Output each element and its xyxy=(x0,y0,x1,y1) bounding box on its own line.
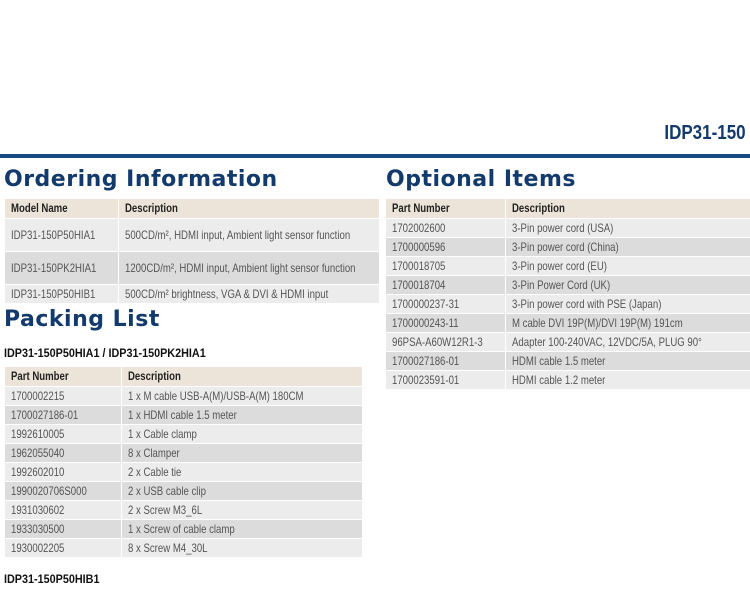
packing-subtitle-2: IDP31-150P50HIB1 xyxy=(4,572,100,586)
table-cell: 1700018705 xyxy=(386,256,507,275)
table-cell: 3-Pin power cord with PSE (Japan) xyxy=(505,294,750,313)
header-divider xyxy=(0,154,750,158)
table-cell: 1990020706S000 xyxy=(5,481,122,500)
table-cell: 1700000243-11 xyxy=(386,313,507,332)
optional-table: Part Number Description 1702002600 3-Pin po… xyxy=(386,199,750,390)
column-header: Part Number xyxy=(5,367,122,386)
table-cell: 3-Pin Power Cord (UK) xyxy=(505,275,750,294)
table-cell: 1 x HDMI cable 1.5 meter xyxy=(121,405,363,424)
table-cell: 1992610005 xyxy=(5,424,122,443)
packing-subtitle: IDP31-150P50HIA1 / IDP31-150PK2HIA1 xyxy=(4,346,206,360)
table-cell: 1700000237-31 xyxy=(386,294,507,313)
table-cell: 1700002215 xyxy=(5,386,122,405)
column-header: Description xyxy=(118,199,380,218)
table-cell: 1 x Screw of cable clamp xyxy=(121,519,363,538)
table-row: 1700000596 3-Pin power cord (China) xyxy=(386,237,750,256)
packing-heading: Packing List xyxy=(4,307,160,332)
table-row: 1962055040 8 x Clamper xyxy=(5,443,363,462)
table-cell: 8 x Screw M4_30L xyxy=(121,538,363,557)
table-header: Part Number Description xyxy=(5,367,363,386)
table-cell: 1700027186-01 xyxy=(386,351,507,370)
table-cell: HDMI cable 1.5 meter xyxy=(505,351,750,370)
table-cell: 1962055040 xyxy=(5,443,122,462)
table-cell: 2 x USB cable clip xyxy=(121,481,363,500)
table-row: 1700027186-01 HDMI cable 1.5 meter xyxy=(386,351,750,370)
table-cell: HDMI cable 1.2 meter xyxy=(505,370,750,389)
optional-heading: Optional Items xyxy=(386,167,576,192)
table-cell: 2 x Cable tie xyxy=(121,462,363,481)
table-cell: 1700018704 xyxy=(386,275,507,294)
table-row: 1700027186-01 1 x HDMI cable 1.5 meter xyxy=(5,405,363,424)
table-cell: 1700023591-01 xyxy=(386,370,507,389)
table-cell: 2 x Screw M3_6L xyxy=(121,500,363,519)
table-row: 1992602010 2 x Cable tie xyxy=(5,462,363,481)
table-row: 1700000243-11 M cable DVI 19P(M)/DVI 19P(… xyxy=(386,313,750,332)
table-cell: 1200CD/m², HDMI input, Ambient light sen… xyxy=(118,251,380,284)
table-cell: 1700000596 xyxy=(386,237,507,256)
table-cell: 3-Pin power cord (EU) xyxy=(505,256,750,275)
table-row: IDP31-150P50HIA1 500CD/m², HDMI input, Am… xyxy=(5,218,380,251)
table-cell: 8 x Clamper xyxy=(121,443,363,462)
table-cell: M cable DVI 19P(M)/DVI 19P(M) 191cm xyxy=(505,313,750,332)
table-cell: IDP31-150P50HIB1 xyxy=(5,284,119,303)
table-row: IDP31-150P50HIB1 500CD/m² brightness, VGA… xyxy=(5,284,380,303)
table-header: Model Name Description xyxy=(5,199,380,218)
table-cell: 1933030500 xyxy=(5,519,122,538)
column-header: Model Name xyxy=(5,199,119,218)
table-row: 1930002205 8 x Screw M4_30L xyxy=(5,538,363,557)
table-cell: 500CD/m², HDMI input, Ambient light sens… xyxy=(118,218,380,251)
table-cell: 1702002600 xyxy=(386,218,507,237)
table-header: Part Number Description xyxy=(386,199,750,218)
table-row: 96PSA-A60W12R1-3 Adapter 100-240VAC, 12VD… xyxy=(386,332,750,351)
column-header: Part Number xyxy=(386,199,507,218)
table-cell: 3-Pin power cord (USA) xyxy=(505,218,750,237)
table-row: 1700018705 3-Pin power cord (EU) xyxy=(386,256,750,275)
table-row: 1933030500 1 x Screw of cable clamp xyxy=(5,519,363,538)
table-cell: Adapter 100-240VAC, 12VDC/5A, PLUG 90° xyxy=(505,332,750,351)
table-row: 1700002215 1 x M cable USB-A(M)/USB-A(M) … xyxy=(5,386,363,405)
table-cell: 1992602010 xyxy=(5,462,122,481)
column-header: Description xyxy=(505,199,750,218)
table-cell: IDP31-150PK2HIA1 xyxy=(5,251,119,284)
ordering-table: Model Name Description IDP31-150P50HIA1 500… xyxy=(5,199,380,304)
table-cell: 1 x Cable clamp xyxy=(121,424,363,443)
table-row: 1700023591-01 HDMI cable 1.2 meter xyxy=(386,370,750,389)
table-cell: 1 x M cable USB-A(M)/USB-A(M) 180CM xyxy=(121,386,363,405)
column-header: Description xyxy=(121,367,363,386)
table-row: 1702002600 3-Pin power cord (USA) xyxy=(386,218,750,237)
table-row: IDP31-150PK2HIA1 1200CD/m², HDMI input, A… xyxy=(5,251,380,284)
table-cell: IDP31-150P50HIA1 xyxy=(5,218,119,251)
table-cell: 3-Pin power cord (China) xyxy=(505,237,750,256)
table-row: 1990020706S000 2 x USB cable clip xyxy=(5,481,363,500)
table-row: 1992610005 1 x Cable clamp xyxy=(5,424,363,443)
table-row: 1931030602 2 x Screw M3_6L xyxy=(5,500,363,519)
table-cell: 1700027186-01 xyxy=(5,405,122,424)
packing-table: Part Number Description 1700002215 1 x M ca… xyxy=(5,367,363,558)
table-cell: 96PSA-A60W12R1-3 xyxy=(386,332,507,351)
document-title: IDP31-150 xyxy=(664,122,746,144)
table-cell: 500CD/m² brightness, VGA & DVI & HDMI in… xyxy=(118,284,380,303)
table-row: 1700000237-31 3-Pin power cord with PSE (… xyxy=(386,294,750,313)
table-cell: 1931030602 xyxy=(5,500,122,519)
table-cell: 1930002205 xyxy=(5,538,122,557)
table-row: 1700018704 3-Pin Power Cord (UK) xyxy=(386,275,750,294)
ordering-heading: Ordering Information xyxy=(4,167,278,192)
